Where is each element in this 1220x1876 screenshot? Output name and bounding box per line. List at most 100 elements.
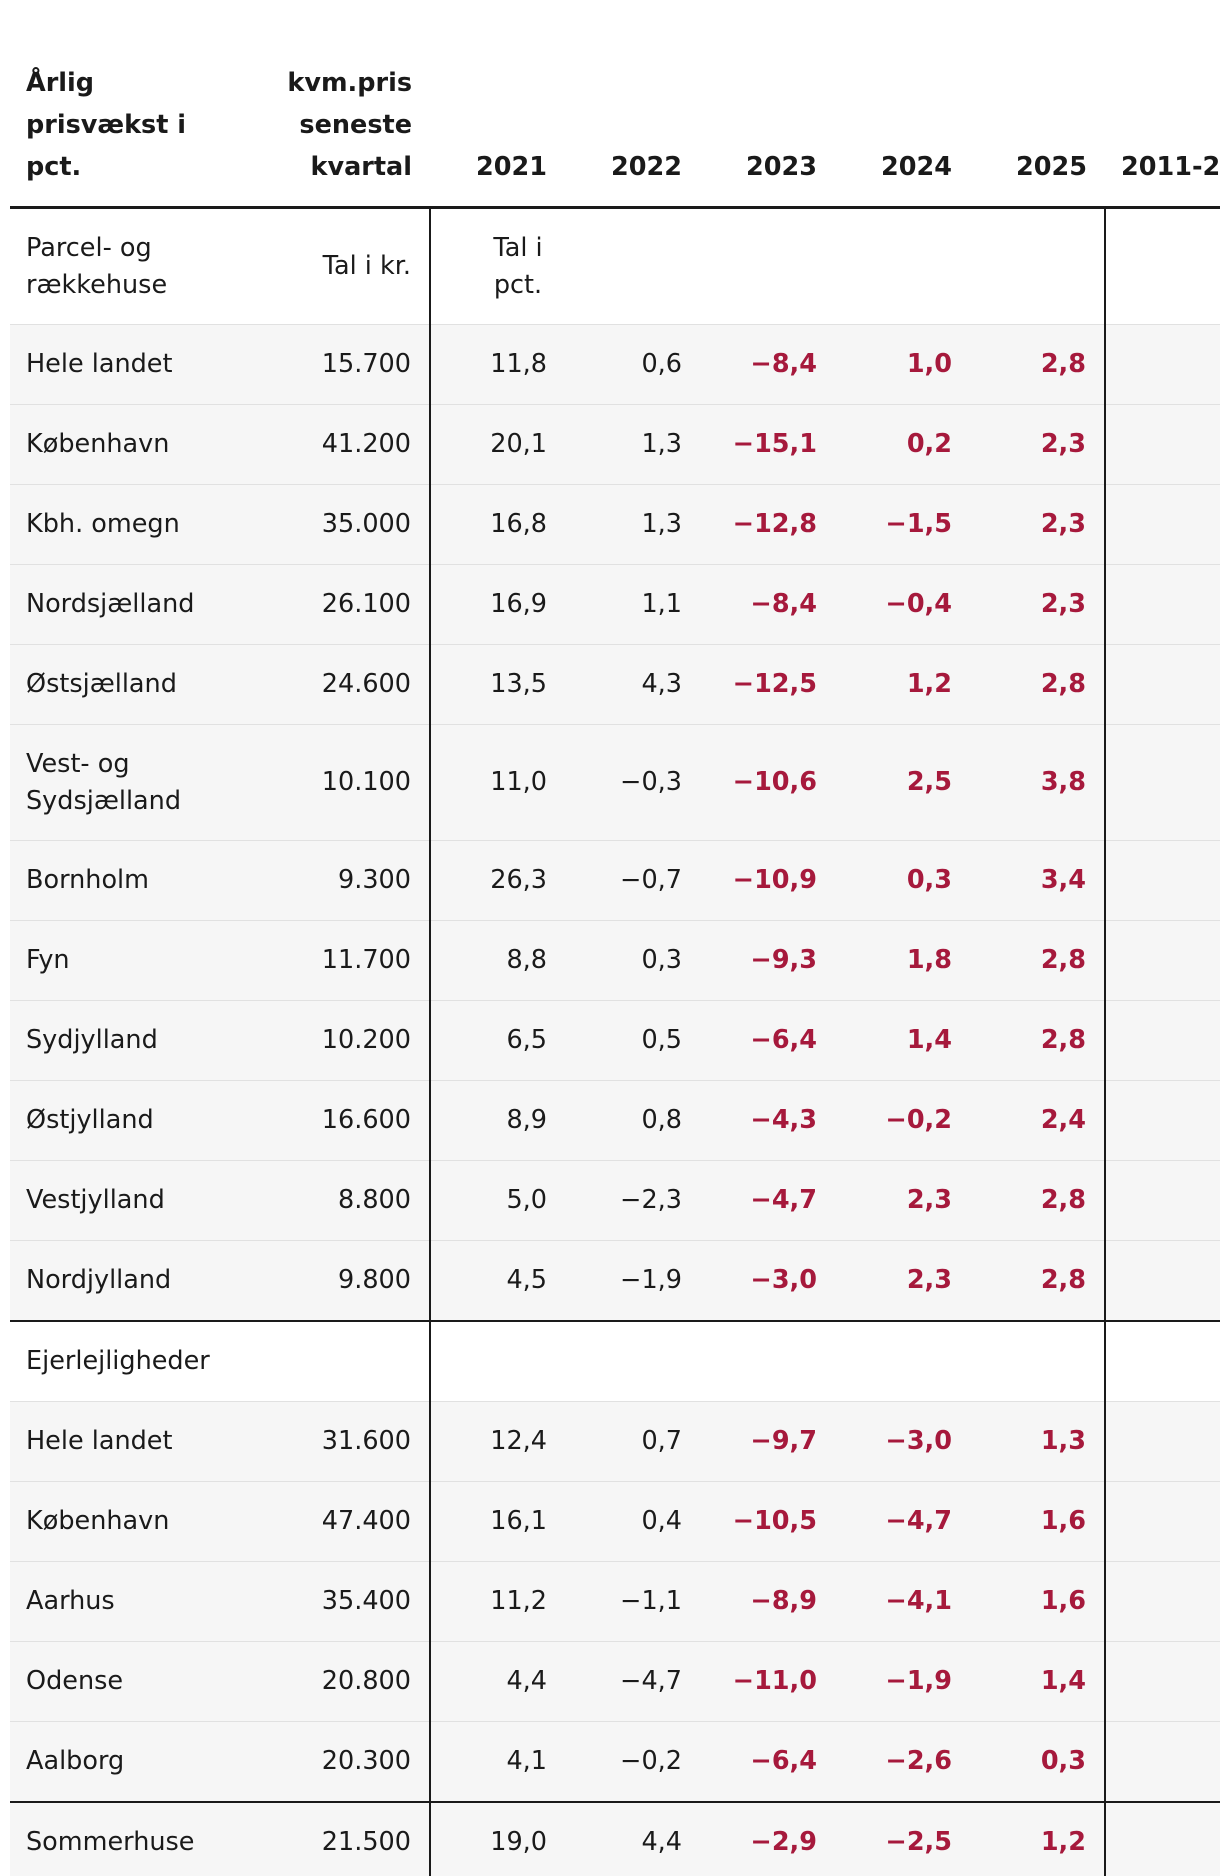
row-label: Hele landet [10, 1401, 250, 1482]
growth-cell-2024: 1,0 [835, 324, 970, 405]
row-label: Vest- og Sydsjælland [10, 724, 250, 841]
growth-cell-2025: 3,4 [970, 840, 1105, 921]
kvm-price-cell: 16.600 [250, 1080, 430, 1161]
growth-cell-2022: −1,1 [565, 1561, 700, 1642]
header-year-2023: 2023 [700, 0, 835, 209]
row-label: Sydjylland [10, 1000, 250, 1081]
table-row: Vest- og Sydsjælland 10.100 11,0 −0,3 −10,6 2… [10, 724, 1220, 841]
growth-cell-2021: 8,9 [429, 1080, 565, 1161]
growth-cell-2022: −0,3 [565, 724, 700, 841]
kvm-price-cell: 31.600 [250, 1401, 430, 1482]
growth-cell-2024: 1,4 [835, 1000, 970, 1081]
growth-cell-2021: 16,8 [429, 484, 565, 565]
section-row-flats: Ejerlejligheder [10, 1320, 1220, 1402]
price-growth-table: Årlig prisvækst i pct. kvm.pris seneste … [10, 0, 1220, 1876]
kvm-price-cell: 26.100 [250, 564, 430, 645]
growth-cell-2023: −2,9 [700, 1801, 835, 1876]
kvm-price-cell: 35.400 [250, 1561, 430, 1642]
growth-cell-2025: 2,4 [970, 1080, 1105, 1161]
row-label: Fyn [10, 920, 250, 1001]
row-label: Kbh. omegn [10, 484, 250, 565]
growth-cell-2022: 4,3 [565, 644, 700, 725]
row-label: Odense [10, 1641, 250, 1722]
kvm-price-cell: 47.400 [250, 1481, 430, 1562]
growth-cell-2025: 1,6 [970, 1561, 1105, 1642]
row-label: Nordjylland [10, 1240, 250, 1322]
growth-cell-2025: 1,6 [970, 1481, 1105, 1562]
section-label: Parcel- og rækkehuse [10, 207, 250, 325]
growth-cell-2021: 6,5 [429, 1000, 565, 1081]
growth-cell-2025: 1,2 [970, 1801, 1105, 1876]
growth-cell-2023: −12,5 [700, 644, 835, 725]
period-growth-cell: 2, [1104, 724, 1220, 841]
growth-cell-2025: 3,8 [970, 724, 1105, 841]
growth-cell-2023: −12,8 [700, 484, 835, 565]
period-growth-cell: 4, [1104, 1721, 1220, 1803]
header-year-2024: 2024 [835, 0, 970, 209]
kvm-price-cell: 21.500 [250, 1801, 430, 1876]
section-row-houses: Parcel- og rækkehuse Tal i kr. Tal i pct… [10, 207, 1220, 325]
growth-cell-2022: −0,7 [565, 840, 700, 921]
growth-cell-2023: −9,7 [700, 1401, 835, 1482]
header-year-2025: 2025 [970, 0, 1105, 209]
unit-note-kr: Tal i kr. [250, 207, 430, 325]
row-label: Østsjælland [10, 644, 250, 725]
growth-cell-2024: −0,2 [835, 1080, 970, 1161]
growth-cell-2022: −4,7 [565, 1641, 700, 1722]
growth-cell-2021: 11,2 [429, 1561, 565, 1642]
growth-cell-2023: −4,3 [700, 1080, 835, 1161]
growth-cell-2023: −10,6 [700, 724, 835, 841]
row-label: Hele landet [10, 324, 250, 405]
growth-cell-2025: 1,4 [970, 1641, 1105, 1722]
period-growth-cell: 4, [1104, 840, 1220, 921]
row-label: København [10, 1481, 250, 1562]
growth-cell-2023: −6,4 [700, 1000, 835, 1081]
growth-cell-2023: −8,4 [700, 564, 835, 645]
period-growth-cell: 4, [1104, 564, 1220, 645]
growth-cell-2022: −0,2 [565, 1721, 700, 1803]
kvm-price-cell: 11.700 [250, 920, 430, 1001]
growth-cell-2025: 0,3 [970, 1721, 1105, 1803]
kvm-price-cell: 9.300 [250, 840, 430, 921]
period-growth-cell: 1, [1104, 1000, 1220, 1081]
growth-cell-2022: −1,9 [565, 1240, 700, 1322]
header-row: Årlig prisvækst i pct. kvm.pris seneste … [10, 0, 1220, 209]
period-growth-cell: 5, [1104, 484, 1220, 565]
header-name: Årlig prisvækst i pct. [10, 0, 250, 209]
kvm-price-cell: 15.700 [250, 324, 430, 405]
growth-cell-2021: 4,4 [429, 1641, 565, 1722]
growth-cell-2022: −2,3 [565, 1160, 700, 1241]
growth-cell-2023: −8,9 [700, 1561, 835, 1642]
growth-cell-2023: −4,7 [700, 1160, 835, 1241]
period-growth-cell: 3, [1104, 324, 1220, 405]
growth-cell-2024: −3,0 [835, 1401, 970, 1482]
growth-cell-2025: 2,8 [970, 324, 1105, 405]
growth-cell-2025: 2,8 [970, 1160, 1105, 1241]
growth-cell-2022: 1,3 [565, 404, 700, 485]
growth-cell-2022: 0,6 [565, 324, 700, 405]
kvm-price-cell: 24.600 [250, 644, 430, 725]
growth-cell-2023: −3,0 [700, 1240, 835, 1322]
growth-cell-2023: −8,4 [700, 324, 835, 405]
growth-cell-2025: 2,3 [970, 564, 1105, 645]
growth-cell-2024: −1,5 [835, 484, 970, 565]
growth-cell-2024: 1,2 [835, 644, 970, 725]
growth-cell-2025: 2,8 [970, 644, 1105, 725]
growth-cell-2024: 2,3 [835, 1160, 970, 1241]
growth-cell-2021: 16,1 [429, 1481, 565, 1562]
growth-cell-2021: 13,5 [429, 644, 565, 725]
growth-cell-2024: −1,9 [835, 1641, 970, 1722]
growth-cell-2021: 11,0 [429, 724, 565, 841]
period-growth-cell: 7, [1104, 1481, 1220, 1562]
growth-cell-2021: 4,1 [429, 1721, 565, 1803]
